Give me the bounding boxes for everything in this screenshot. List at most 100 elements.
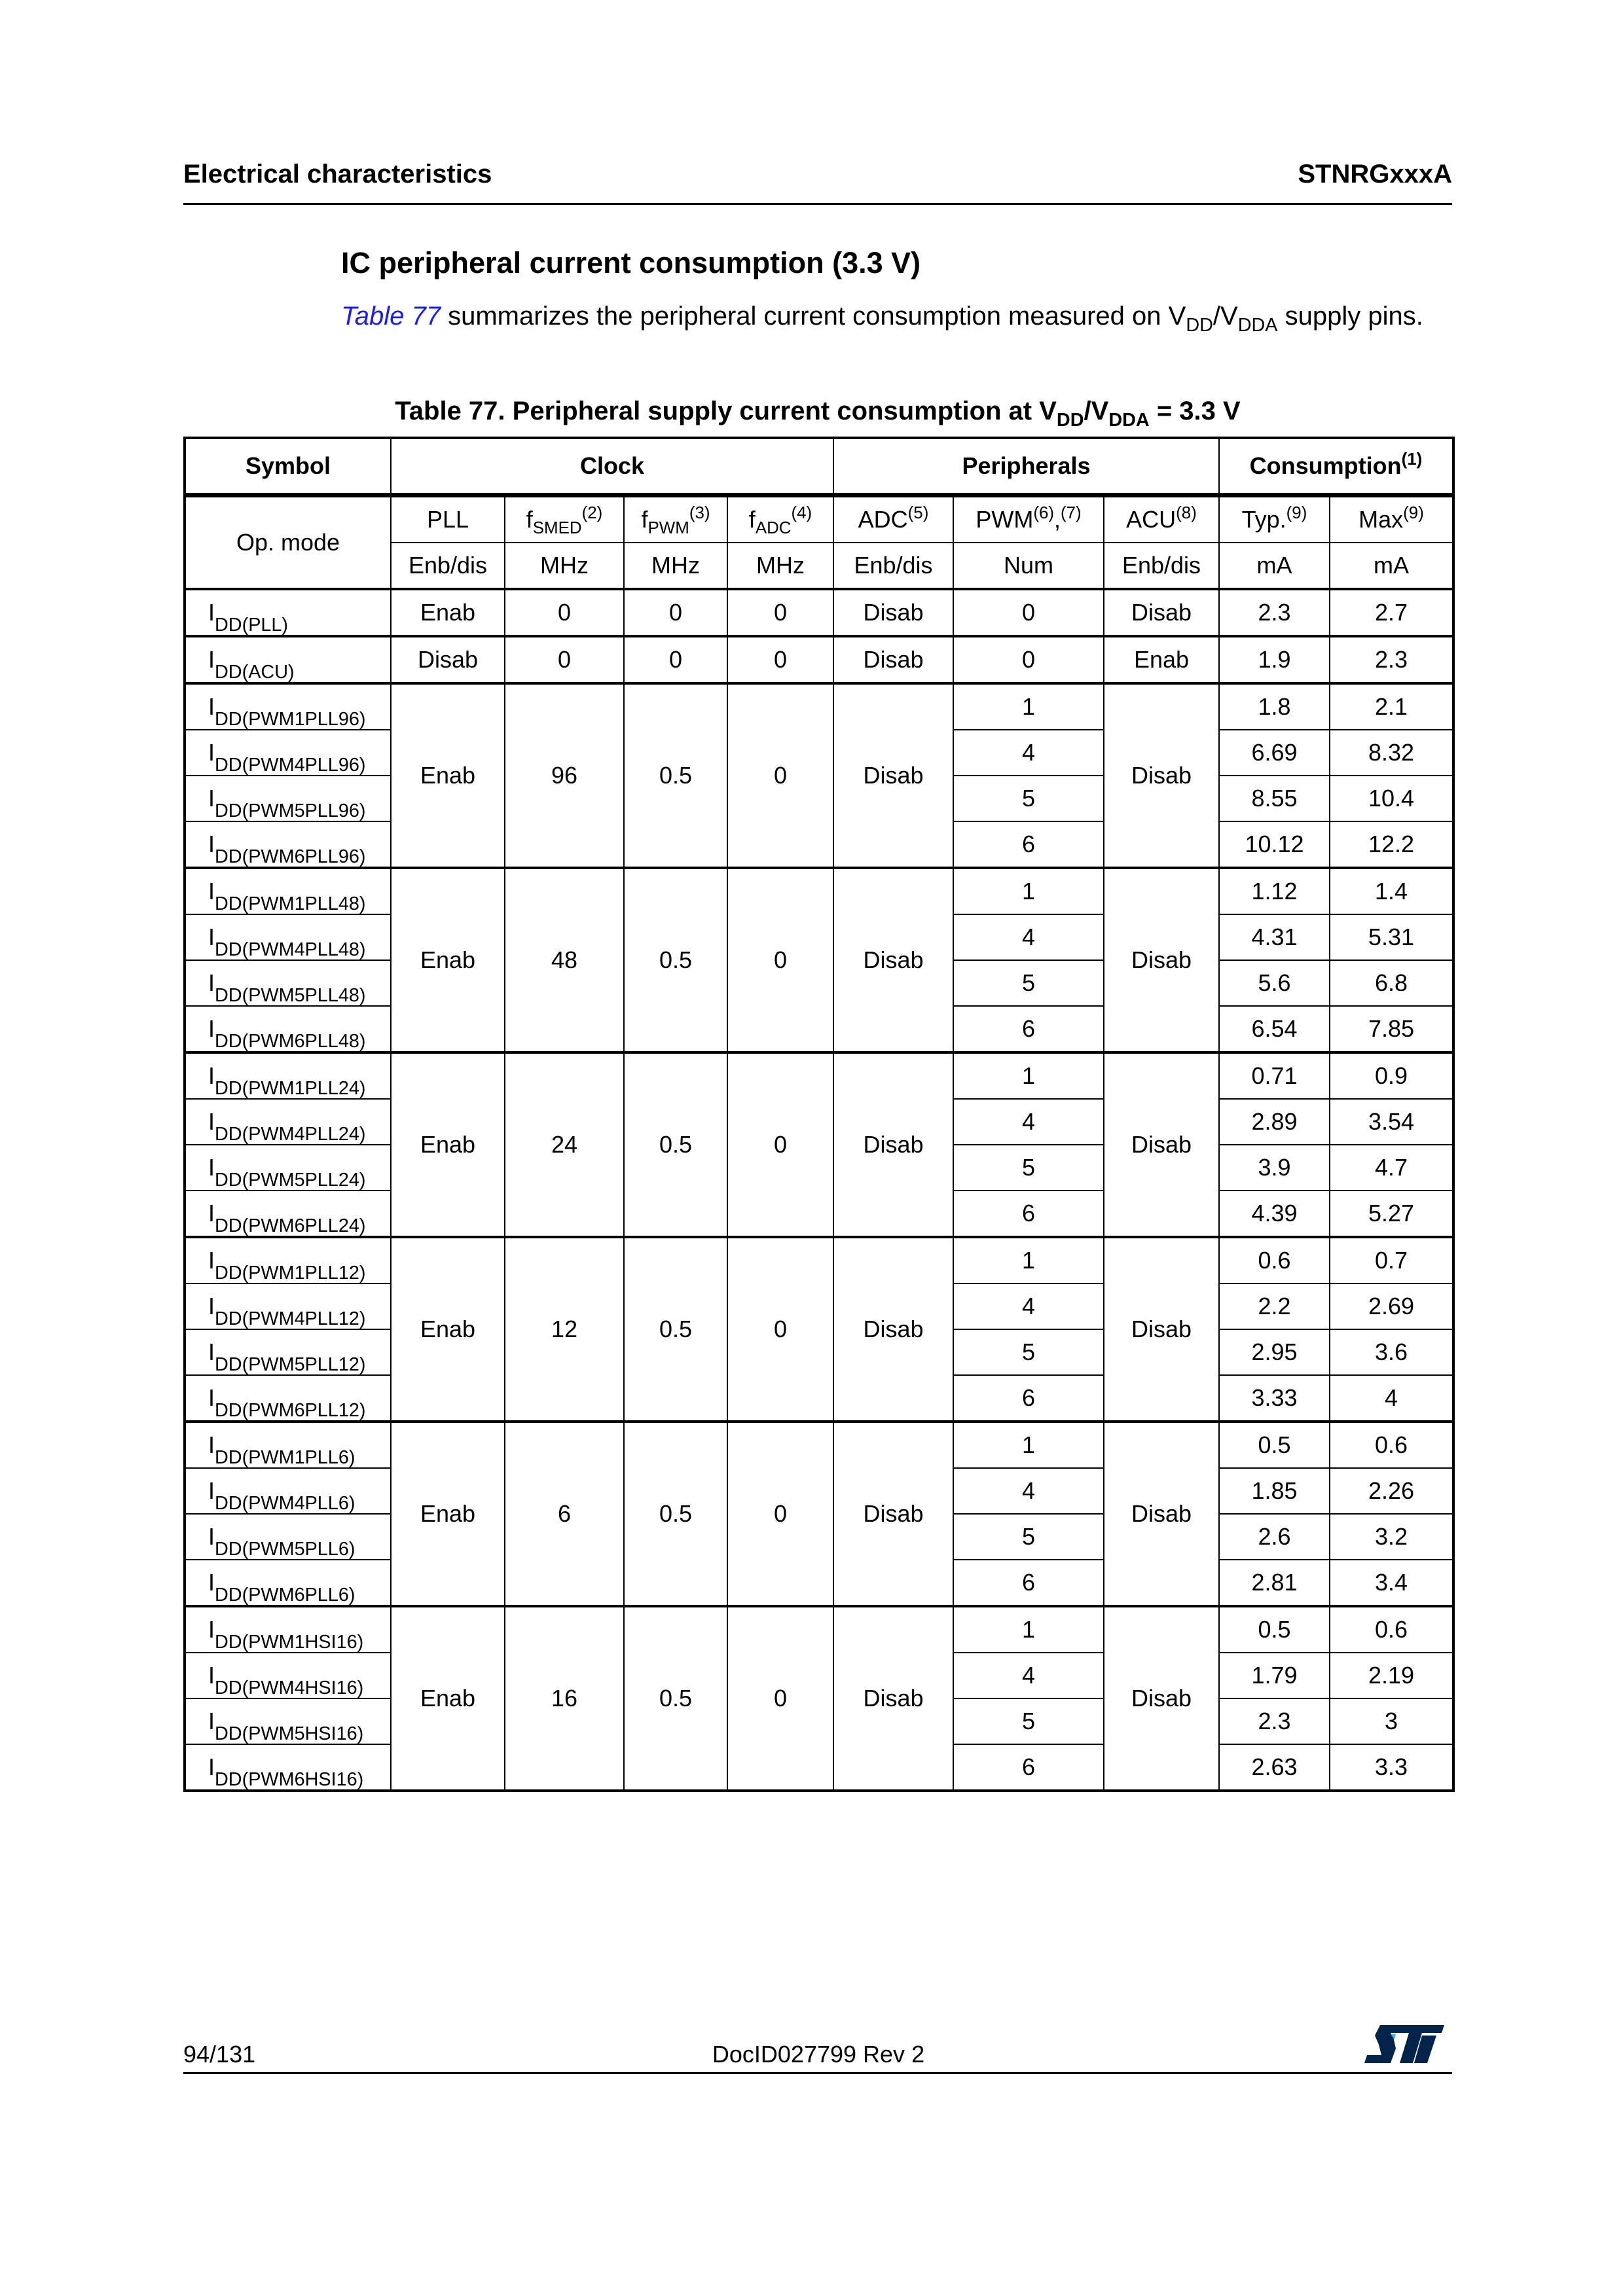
- table-77-link[interactable]: Table 77: [341, 302, 441, 331]
- table-row: IDD(PWM6PLL24) 6 4.39 5.27: [184, 1190, 1454, 1238]
- symbol-main: I: [208, 924, 215, 951]
- column-name: ADC: [858, 506, 908, 533]
- pwm-cell: 1: [953, 1421, 1104, 1469]
- acu-cell: Disab: [1103, 683, 1220, 869]
- pwm-cell: 5: [953, 775, 1104, 822]
- pwm-cell: 1: [953, 867, 1104, 915]
- symbol-subscript: DD(PLL): [215, 615, 289, 636]
- group-header-label: Clock: [579, 452, 645, 480]
- section-heading: IC peripheral current consumption (3.3 V…: [341, 246, 921, 279]
- symbol-main: I: [208, 1431, 215, 1459]
- table-row: IDD(PWM5PLL6) 5 2.6 3.2: [184, 1513, 1454, 1560]
- group-header-label: Peripherals: [962, 452, 1091, 480]
- page-number: 94/131: [183, 2041, 256, 2068]
- table-header-row: Symbol Clock Peripherals Consumption(1): [184, 437, 1454, 496]
- adc-cell: Disab: [833, 588, 954, 637]
- column-name: f: [641, 506, 648, 533]
- pwm-cell: 0: [953, 588, 1104, 637]
- max-cell: 3.54: [1329, 1098, 1454, 1145]
- table-row: IDD(PWM5PLL12) 5 2.95 3.6: [184, 1329, 1454, 1376]
- symbol-main: I: [208, 1015, 215, 1043]
- typ-cell: 2.63: [1218, 1744, 1330, 1791]
- typ-cell: 6.54: [1218, 1005, 1330, 1053]
- symbol-subscript: DD(PWM1PLL24): [215, 1078, 366, 1100]
- symbol-main: I: [208, 1662, 215, 1689]
- footnote-ref: (5): [907, 503, 929, 522]
- symbol-subscript: DD(PWM4PLL12): [215, 1308, 366, 1330]
- column-unit: MHz: [727, 542, 834, 590]
- symbol-cell: IDD(PWM4PLL6): [184, 1467, 392, 1515]
- symbol-cell: IDD(ACU): [184, 636, 392, 684]
- symbol-main: I: [208, 1062, 215, 1090]
- symbol-cell: IDD(PWM4PLL96): [184, 729, 392, 776]
- symbol-subscript: DD(PWM1PLL6): [215, 1447, 356, 1469]
- column-name: PWM: [976, 506, 1034, 533]
- symbol-main: I: [208, 693, 215, 721]
- acu-cell: Disab: [1103, 1605, 1220, 1791]
- column-unit: MHz: [504, 542, 625, 590]
- para-sub-dd: DD: [1186, 315, 1213, 336]
- symbol-subscript: DD(PWM6PLL24): [215, 1215, 366, 1237]
- adc-cell: Disab: [833, 867, 954, 1053]
- max-cell: 6.8: [1329, 960, 1454, 1007]
- pwm-cell: 4: [953, 1652, 1104, 1699]
- typ-cell: 2.95: [1218, 1329, 1330, 1376]
- fsmed-cell: 12: [504, 1236, 625, 1422]
- symbol-cell: IDD(PWM5PLL6): [184, 1513, 392, 1560]
- symbol-subscript: DD(PWM6PLL96): [215, 846, 366, 868]
- pwm-cell: 4: [953, 1467, 1104, 1515]
- max-cell: 4: [1329, 1374, 1454, 1422]
- column-unit: mA: [1218, 542, 1330, 590]
- footnote-ref: (3): [689, 503, 710, 522]
- fsmed-cell: 6: [504, 1421, 625, 1607]
- typ-cell: 3.9: [1218, 1144, 1330, 1191]
- symbol-cell: IDD(PWM6PLL6): [184, 1559, 392, 1607]
- table-row: IDD(PWM1HSI16) Enab 16 0.5 0 Disab 1 Disab 0.5 0.…: [184, 1605, 1454, 1791]
- fsmed-cell: 0: [504, 588, 625, 637]
- max-cell: 3: [1329, 1698, 1454, 1745]
- symbol-cell: IDD(PWM1HSI16): [184, 1605, 392, 1653]
- symbol-main: I: [208, 785, 215, 812]
- symbol-main: I: [208, 1753, 215, 1781]
- symbol-subscript: DD(PWM6HSI16): [215, 1769, 364, 1791]
- symbol-main: I: [208, 646, 215, 673]
- max-cell: 2.19: [1329, 1652, 1454, 1699]
- max-cell: 7.85: [1329, 1005, 1454, 1053]
- symbol-subscript: DD(PWM5PLL12): [215, 1354, 366, 1376]
- fpwm-cell: 0.5: [623, 1052, 728, 1238]
- symbol-subscript: DD(PWM5PLL96): [215, 800, 366, 822]
- symbol-subscript: DD(ACU): [215, 662, 295, 683]
- table-row: IDD(PWM5HSI16) 5 2.3 3: [184, 1698, 1454, 1745]
- typ-cell: 2.6: [1218, 1513, 1330, 1560]
- column-unit: MHz: [623, 542, 728, 590]
- table-caption: Table 77. Peripheral supply current cons…: [183, 397, 1452, 429]
- max-cell: 3.2: [1329, 1513, 1454, 1560]
- caption-sub: DDA: [1108, 410, 1150, 431]
- column-sub: ADC: [755, 519, 792, 538]
- symbol-main: I: [208, 1569, 215, 1596]
- column-unit: mA: [1329, 542, 1454, 590]
- para-text: summarizes the peripheral current consum…: [441, 302, 1186, 331]
- pwm-cell: 5: [953, 1329, 1104, 1376]
- table-row: IDD(ACU) Disab 0 0 0 Disab 0 Enab 1.9 2.3: [184, 636, 1454, 684]
- pwm-cell: 1: [953, 1605, 1104, 1653]
- fpwm-cell: 0.5: [623, 1605, 728, 1791]
- group-header-label: Symbol: [245, 452, 331, 480]
- symbol-subscript: DD(PWM1PLL48): [215, 893, 366, 915]
- max-cell: 2.69: [1329, 1283, 1454, 1330]
- fsmed-cell: 48: [504, 867, 625, 1053]
- column-header: ADC(5): [833, 494, 954, 543]
- peripheral-current-table: Symbol Clock Peripherals Consumption(1) Op. …: [183, 437, 1455, 1792]
- column-header: fADC(4): [727, 494, 834, 543]
- fadc-cell: 0: [727, 1236, 834, 1422]
- symbol-cell: IDD(PWM1PLL12): [184, 1236, 392, 1284]
- max-cell: 12.2: [1329, 821, 1454, 869]
- typ-cell: 1.85: [1218, 1467, 1330, 1515]
- pll-cell: Enab: [390, 1605, 505, 1791]
- footnote-ref: (2): [581, 503, 603, 522]
- column-header: PWM(6),(7): [953, 494, 1104, 543]
- column-sub: PWM: [647, 519, 689, 538]
- symbol-cell: IDD(PWM5PLL24): [184, 1144, 392, 1191]
- typ-cell: 2.3: [1218, 588, 1330, 637]
- op-mode-label: Op. mode: [184, 494, 392, 590]
